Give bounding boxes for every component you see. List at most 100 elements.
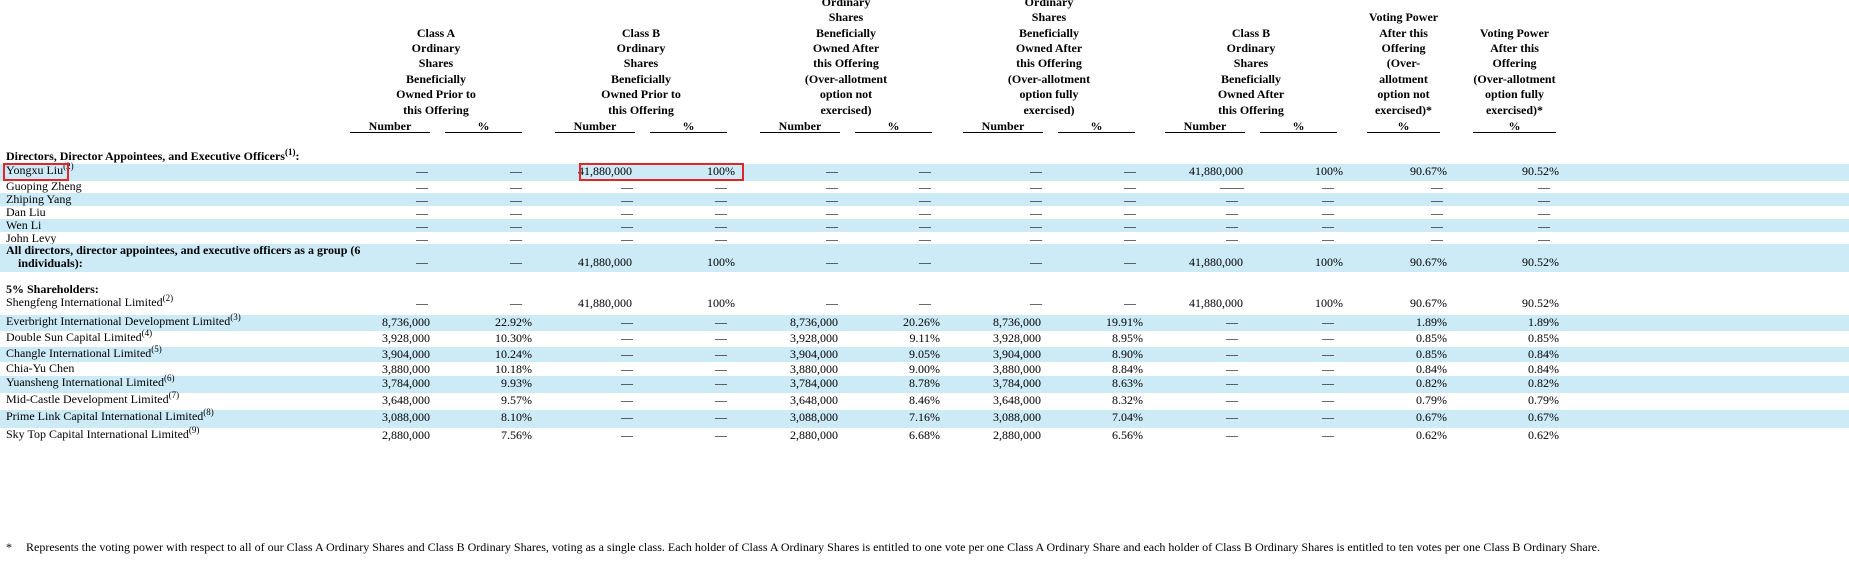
highlight-box-values bbox=[579, 163, 744, 181]
table-cell: — bbox=[1322, 362, 1334, 376]
table-cell: 90.52% bbox=[1522, 296, 1559, 310]
table-row: John Levy — — — — — — — — — — — — bbox=[0, 232, 1849, 246]
table-cell: — bbox=[510, 232, 522, 246]
table-cell: — bbox=[1030, 219, 1042, 233]
table-cell: 41,880,000 bbox=[578, 164, 632, 178]
column-underline bbox=[1058, 132, 1135, 133]
column-underline bbox=[855, 132, 932, 133]
table-cell: — bbox=[1124, 219, 1136, 233]
column-group-header: Class A Ordinary Shares Beneficially Own… bbox=[396, 25, 476, 117]
table-cell: — bbox=[1124, 206, 1136, 220]
table-cell: — bbox=[715, 362, 727, 376]
table-cell: 7.04% bbox=[1112, 410, 1143, 424]
table-cell: 90.67% bbox=[1410, 296, 1447, 310]
column-subheader: % bbox=[682, 119, 695, 133]
table-row: All directors, director appointees, and … bbox=[0, 244, 1849, 272]
table-cell: — bbox=[715, 393, 727, 407]
table-cell: — bbox=[919, 164, 931, 178]
column-underline bbox=[1260, 132, 1337, 133]
table-cell: — bbox=[416, 180, 428, 194]
column-underline bbox=[1473, 132, 1556, 133]
table-cell: — bbox=[715, 315, 727, 329]
table-cell: 0.85% bbox=[1528, 331, 1559, 345]
table-cell: — bbox=[416, 296, 428, 310]
table-cell: — bbox=[1124, 232, 1136, 246]
table-cell: 1.89% bbox=[1528, 315, 1559, 329]
table-cell: 3,088,000 bbox=[382, 410, 430, 424]
table-row: Yuansheng International Limited(6) 3,784,… bbox=[0, 373, 1849, 393]
table-row: Double Sun Capital Limited(4) 3,928,000 10… bbox=[0, 328, 1849, 347]
table-cell: 100% bbox=[1315, 296, 1343, 310]
table-cell: 0.79% bbox=[1416, 393, 1447, 407]
column-underline bbox=[1367, 132, 1440, 133]
table-cell: 10.30% bbox=[495, 331, 532, 345]
table-cell: 90.67% bbox=[1410, 164, 1447, 178]
table-cell: — bbox=[621, 410, 633, 424]
table-cell: — bbox=[715, 219, 727, 233]
table-cell: 9.57% bbox=[501, 393, 532, 407]
footnote-text: Represents the voting power with respect… bbox=[26, 540, 1601, 554]
table-cell: 0.84% bbox=[1528, 362, 1559, 376]
table-row: Yongxu Liu(2) — —41,880,000 100% — — — —41,880,… bbox=[0, 162, 1849, 181]
table-cell: — bbox=[1322, 193, 1334, 207]
table-cell: 100% bbox=[1315, 255, 1343, 269]
table-cell: 3,784,000 bbox=[993, 376, 1041, 390]
table-cell: 0.84% bbox=[1416, 362, 1447, 376]
table-cell: 41,880,000 bbox=[578, 255, 632, 269]
table-cell: 7.16% bbox=[909, 410, 940, 424]
table-cell: 3,648,000 bbox=[993, 393, 1041, 407]
table-cell: — bbox=[1124, 164, 1136, 178]
table-cell: — bbox=[1124, 296, 1136, 310]
column-group-header: Class A Ordinary Shares Beneficially Own… bbox=[1007, 0, 1091, 117]
table-cell: — bbox=[826, 219, 838, 233]
table-cell: — bbox=[1030, 206, 1042, 220]
table-cell: 100% bbox=[707, 164, 735, 178]
table-row: Chia-Yu Chen 3,880,000 10.18% — — 3,880,000 9.… bbox=[0, 362, 1849, 376]
table-cell: — bbox=[715, 347, 727, 361]
table-cell: — bbox=[621, 232, 633, 246]
table-cell: — bbox=[1431, 193, 1443, 207]
table-cell: — bbox=[1322, 428, 1334, 442]
table-cell: — bbox=[1431, 232, 1443, 246]
table-row: Shengfeng International Limited(2) — — 41,8… bbox=[0, 294, 1849, 313]
table-cell: — bbox=[826, 164, 838, 178]
holder-name: Double Sun Capital Limited(4) bbox=[6, 328, 153, 344]
table-row: Mid-Castle Development Limited(7) 3,648,0… bbox=[0, 391, 1849, 410]
holder-name: Yuansheng International Limited(6) bbox=[6, 373, 175, 389]
column-group-header: Voting Power After this Offering (Over-a… bbox=[1368, 10, 1439, 117]
table-cell: — bbox=[510, 164, 522, 178]
table-cell: 8.78% bbox=[909, 376, 940, 390]
table-cell: 100% bbox=[1315, 164, 1343, 178]
table-cell: — bbox=[416, 193, 428, 207]
table-cell: — bbox=[621, 347, 633, 361]
table-cell: — bbox=[715, 193, 727, 207]
table-cell: — bbox=[715, 180, 727, 194]
table-cell: — bbox=[1030, 232, 1042, 246]
table-cell: — bbox=[1030, 193, 1042, 207]
table-cell: — bbox=[919, 296, 931, 310]
holder-name: Wen Li bbox=[6, 218, 42, 232]
table-cell: — bbox=[621, 315, 633, 329]
table-cell: 2,880,000 bbox=[993, 428, 1041, 442]
table-cell: 3,928,000 bbox=[790, 331, 838, 345]
column-subheader: Number bbox=[981, 119, 1025, 133]
table-cell: — bbox=[1538, 232, 1550, 246]
table-cell: 8.95% bbox=[1112, 331, 1143, 345]
column-subheader: % bbox=[1090, 119, 1103, 133]
section-five-percent-holders: 5% Shareholders: bbox=[6, 282, 99, 296]
table-cell: — bbox=[1124, 193, 1136, 207]
table-cell: 3,880,000 bbox=[993, 362, 1041, 376]
table-cell: 8.32% bbox=[1112, 393, 1143, 407]
table-cell: 8,736,000 bbox=[790, 315, 838, 329]
table-cell: 0.82% bbox=[1528, 376, 1559, 390]
holder-name: Guoping Zheng bbox=[6, 179, 82, 193]
table-cell: — bbox=[826, 232, 838, 246]
table-cell: 19.91% bbox=[1106, 315, 1143, 329]
table-cell: 7.56% bbox=[501, 428, 532, 442]
table-cell: — bbox=[1538, 206, 1550, 220]
table-row: Changle International Limited(5) 3,904,00… bbox=[0, 345, 1849, 362]
table-row: Everbright International Development Lim… bbox=[0, 313, 1849, 331]
column-underline bbox=[963, 132, 1043, 133]
table-row: Zhiping Yang — — — — — — — — — — — — bbox=[0, 193, 1849, 207]
table-cell: 8.10% bbox=[501, 410, 532, 424]
